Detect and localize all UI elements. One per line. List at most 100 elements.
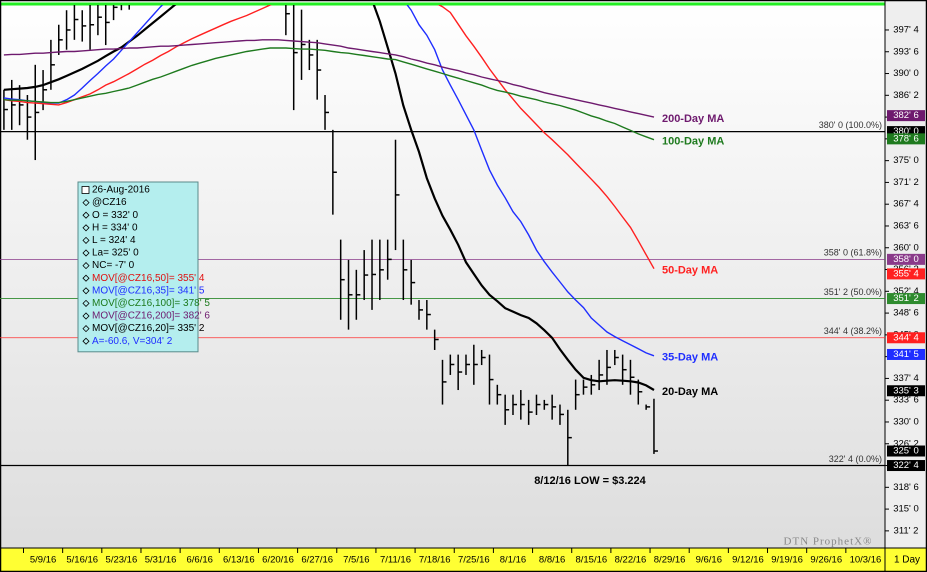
info-icon bbox=[82, 312, 90, 320]
price-tag-label: 355' 4 bbox=[893, 268, 919, 279]
ma-line bbox=[3, 5, 655, 270]
ma-line bbox=[3, 39, 655, 118]
info-icon bbox=[82, 287, 90, 295]
price-tag bbox=[887, 253, 925, 265]
info-icon bbox=[82, 249, 90, 257]
x-tick-label: 8/15/16 bbox=[575, 555, 607, 566]
y-tick-label: 363' 6 bbox=[893, 220, 919, 231]
info-box bbox=[77, 181, 199, 353]
info-icon bbox=[81, 186, 90, 194]
price-tag bbox=[887, 332, 925, 344]
y-tick-label: 330' 0 bbox=[893, 416, 919, 427]
info-icon bbox=[82, 236, 90, 244]
price-tag-label: 325' 0 bbox=[893, 446, 919, 457]
price-tag-label: 378' 6 bbox=[893, 133, 919, 144]
ma-label: 35-Day MA bbox=[662, 352, 718, 364]
price-tag-label: 382' 6 bbox=[893, 110, 919, 121]
y-tick-label: 375' 0 bbox=[893, 155, 919, 166]
reference-label: 344' 4 (38.2%) bbox=[824, 326, 882, 336]
y-tick-label: 337' 4 bbox=[893, 373, 919, 384]
x-tick-label: 9/12/16 bbox=[732, 555, 764, 566]
info-icon bbox=[82, 211, 90, 219]
ma-label: 100-Day MA bbox=[662, 136, 724, 148]
x-tick-label: 6/13/16 bbox=[223, 555, 255, 566]
reference-label: 380' 0 (100.0%) bbox=[819, 120, 882, 130]
info-line: MOV[@CZ16,20]= 335' 2 bbox=[92, 323, 205, 334]
info-icon bbox=[82, 199, 90, 207]
reference-label: 351' 2 (50.0%) bbox=[824, 287, 882, 297]
date-axis-strip bbox=[0, 548, 927, 572]
price-tag bbox=[887, 460, 925, 472]
price-tag bbox=[887, 110, 925, 122]
info-icon bbox=[82, 274, 90, 282]
watermark: DTN ProphetX® bbox=[784, 536, 873, 548]
x-tick-label: 9/6/16 bbox=[696, 555, 722, 566]
info-line: O = 332' 0 bbox=[92, 210, 139, 221]
info-line: MOV[@CZ16,35]= 341' 5 bbox=[92, 285, 205, 296]
price-tag-label: 344' 4 bbox=[893, 332, 919, 343]
info-line: La= 325' 0 bbox=[92, 248, 139, 259]
price-tag bbox=[887, 126, 925, 138]
x-tick-label: 6/20/16 bbox=[262, 555, 294, 566]
x-tick-label: 5/23/16 bbox=[106, 555, 138, 566]
x-tick-label: 8/22/16 bbox=[615, 555, 647, 566]
price-tag-label: 341' 5 bbox=[893, 349, 919, 360]
info-icon bbox=[82, 262, 90, 270]
y-tick-label: 360' 0 bbox=[893, 242, 919, 253]
price-tag bbox=[887, 293, 925, 305]
ma-line bbox=[3, 5, 655, 357]
price-tag bbox=[887, 348, 925, 360]
y-tick-label: 367' 4 bbox=[893, 199, 919, 210]
ma-label: 200-Day MA bbox=[662, 113, 724, 125]
ma-line bbox=[3, 47, 655, 141]
y-tick-label: 390' 0 bbox=[893, 68, 919, 79]
price-tag-label: 322' 4 bbox=[893, 460, 919, 471]
price-tag-label: 358' 0 bbox=[893, 254, 919, 265]
x-tick-label: 8/29/16 bbox=[654, 555, 686, 566]
y-tick-label: 318' 6 bbox=[893, 482, 919, 493]
info-icon bbox=[82, 299, 90, 307]
info-line: A=-60.6, V=304' 2 bbox=[92, 336, 173, 347]
x-tick-label: 9/26/16 bbox=[810, 555, 842, 566]
reference-label: 322' 4 (0.0%) bbox=[829, 454, 882, 464]
x-tick-label: 6/6/16 bbox=[187, 555, 213, 566]
reference-label: 358' 0 (61.8%) bbox=[824, 248, 882, 258]
x-tick-label: 5/16/16 bbox=[66, 555, 98, 566]
ma-line bbox=[3, 5, 655, 391]
y-tick-label: 333' 6 bbox=[893, 395, 919, 406]
y-tick-label: 311' 2 bbox=[894, 525, 919, 536]
plot-area bbox=[0, 5, 885, 467]
price-tag bbox=[887, 133, 925, 145]
x-tick-label: 9/19/16 bbox=[771, 555, 803, 566]
x-tick-label: 7/18/16 bbox=[419, 555, 451, 566]
x-tick-label: 7/5/16 bbox=[343, 555, 369, 566]
x-tick-label: 5/9/16 bbox=[30, 555, 56, 566]
y-tick-label: 315' 0 bbox=[893, 504, 919, 515]
interval-label: 1 Day bbox=[894, 555, 920, 566]
info-line: 26-Aug-2016 bbox=[92, 185, 150, 196]
price-tag-label: 380' 0 bbox=[893, 126, 919, 137]
x-tick-label: 10/3/16 bbox=[850, 555, 882, 566]
ma-label: 20-Day MA bbox=[662, 386, 718, 398]
price-tag-label: 351' 2 bbox=[893, 293, 919, 304]
y-tick-label: 371' 2 bbox=[893, 177, 919, 188]
info-icon bbox=[82, 224, 90, 232]
info-line: MOV[@CZ16,50]= 355' 4 bbox=[92, 273, 205, 284]
price-tag-label: 335' 3 bbox=[893, 385, 919, 396]
info-icon bbox=[82, 337, 90, 345]
low-annotation: 8/12/16 LOW = $3.224 bbox=[534, 475, 646, 487]
y-tick-label: 386' 2 bbox=[893, 90, 919, 101]
y-tick-label: 397' 4 bbox=[893, 24, 919, 35]
info-line: @CZ16 bbox=[92, 197, 127, 208]
x-tick-label: 6/27/16 bbox=[301, 555, 333, 566]
price-tag bbox=[887, 385, 925, 397]
x-tick-label: 7/25/16 bbox=[458, 555, 490, 566]
x-tick-label: 5/31/16 bbox=[145, 555, 177, 566]
info-line: NC= -7' 0 bbox=[92, 260, 135, 271]
info-line: MOV[@CZ16,200]= 382' 6 bbox=[92, 311, 210, 322]
x-tick-label: 7/11/16 bbox=[380, 555, 411, 566]
ma-label: 50-Day MA bbox=[662, 265, 718, 277]
y-tick-label: 326' 2 bbox=[893, 438, 919, 449]
info-line: MOV[@CZ16,100]= 378' 5 bbox=[92, 298, 210, 309]
y-tick-label: 348' 6 bbox=[893, 308, 919, 319]
